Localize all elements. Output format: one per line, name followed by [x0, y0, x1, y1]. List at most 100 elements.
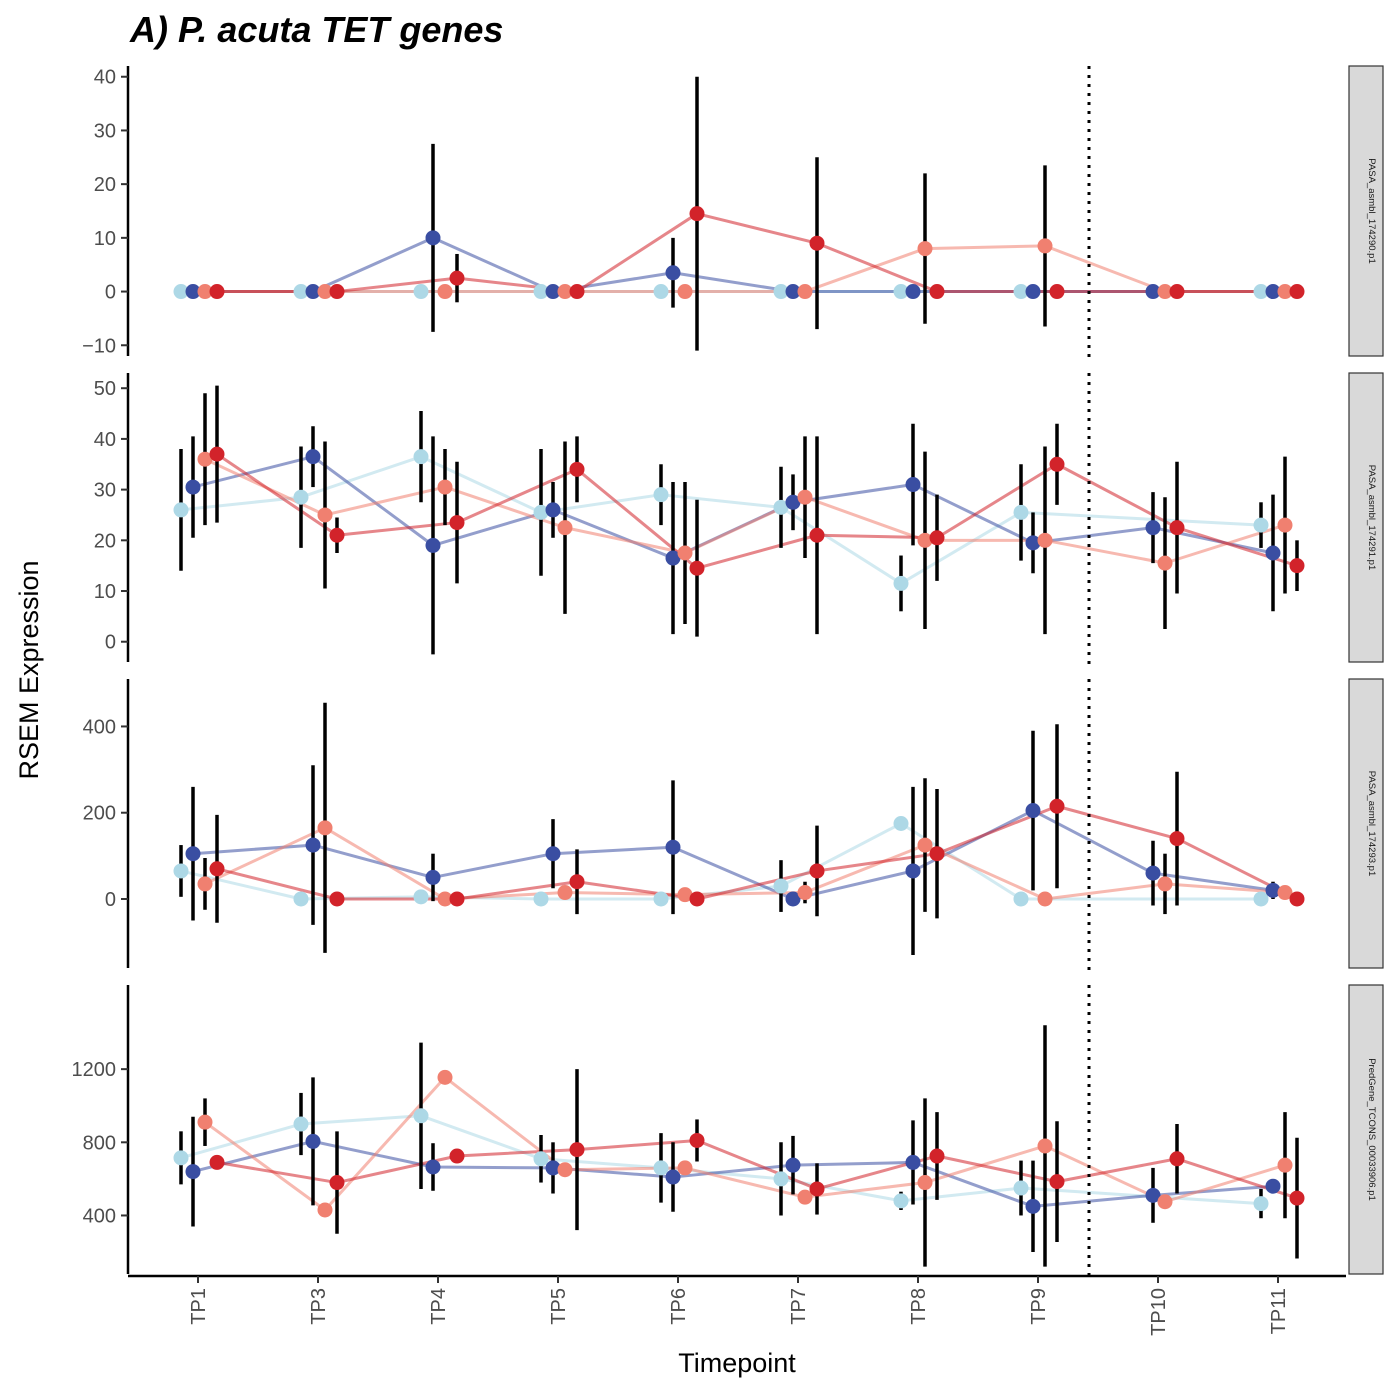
y-tick-label: 40	[94, 429, 116, 451]
data-point	[173, 863, 189, 879]
data-point	[773, 878, 789, 894]
x-tick-label: TP4	[428, 1288, 450, 1325]
data-point	[437, 284, 453, 300]
y-tick-label: 400	[83, 716, 116, 738]
data-point	[1049, 456, 1065, 472]
data-point	[413, 889, 429, 905]
data-point	[689, 891, 705, 907]
panel-3: 0 200 400 PASA_asmbl_174293.p1	[83, 678, 1384, 970]
x-tick-label: TP8	[908, 1288, 930, 1325]
y-tick-label: 0	[105, 632, 116, 654]
data-point	[185, 1164, 201, 1180]
x-axis-title: Timepoint	[678, 1348, 796, 1378]
data-point	[305, 1133, 321, 1149]
data-point	[185, 846, 201, 862]
data-point	[1289, 1190, 1305, 1206]
x-tick-label: TP7	[788, 1288, 810, 1325]
panels: −10 0 10 20 30 40 PASA_asmbl_174290.p1 0 10 20 30 4…	[72, 65, 1384, 1276]
data-point	[293, 891, 309, 907]
data-point	[197, 876, 213, 892]
facet-strip-label: PASA_asmbl_174290.p1	[1366, 158, 1377, 263]
facet-strip-label: PASA_asmbl_174293.p1	[1366, 771, 1377, 876]
series-line-2	[192, 1139, 1274, 1208]
data-point	[1157, 876, 1173, 892]
data-point	[893, 1193, 909, 1209]
series-line-3	[205, 244, 1285, 294]
data-point	[557, 885, 573, 901]
x-tick-label: TP5	[548, 1288, 570, 1325]
data-point	[677, 887, 693, 903]
data-point	[425, 537, 441, 553]
panel-1: −10 0 10 20 30 40 PASA_asmbl_174290.p1	[82, 65, 1384, 358]
data-point	[557, 284, 573, 300]
data-point	[173, 284, 189, 300]
data-point	[1265, 882, 1281, 898]
data-point	[809, 1181, 825, 1197]
data-point	[533, 1151, 549, 1167]
series-line-3	[204, 1075, 1286, 1212]
data-point	[293, 489, 309, 505]
data-point	[197, 284, 213, 300]
data-point	[185, 284, 201, 300]
data-point	[653, 284, 669, 300]
data-point	[653, 1160, 669, 1176]
data-point	[1169, 831, 1185, 847]
data-point	[557, 520, 573, 536]
y-tick-label: 0	[105, 889, 116, 911]
data-point	[1169, 1151, 1185, 1167]
data-point	[809, 863, 825, 879]
data-point	[545, 502, 561, 518]
data-point	[1025, 803, 1041, 819]
data-point	[317, 507, 333, 523]
data-point	[1025, 284, 1041, 300]
data-point	[413, 449, 429, 465]
facet-strip	[1348, 678, 1384, 969]
data-point	[1037, 1138, 1053, 1154]
series-line-3	[204, 826, 1286, 901]
data-point	[1145, 520, 1161, 536]
y-tick-label: 40	[94, 67, 116, 89]
data-point	[1253, 517, 1269, 533]
y-tick-label: 10	[94, 228, 116, 250]
series-line-4	[216, 804, 1298, 901]
data-point	[677, 1160, 693, 1176]
panel-2: 0 10 20 30 40 50 PASA_asmbl_174291.p1	[94, 372, 1384, 664]
series-line-2	[192, 809, 1274, 901]
data-point	[425, 230, 441, 246]
data-point	[797, 1189, 813, 1205]
data-point	[773, 1171, 789, 1187]
data-point	[677, 545, 693, 561]
data-point	[1037, 532, 1053, 548]
data-point	[893, 284, 909, 300]
data-point	[437, 1069, 453, 1085]
data-point	[197, 451, 213, 467]
data-point	[893, 575, 909, 591]
data-point	[209, 861, 225, 877]
data-point	[305, 449, 321, 465]
data-point	[809, 527, 825, 543]
data-point	[437, 479, 453, 495]
data-point	[689, 560, 705, 576]
x-axis: TP1 TP3 TP4 TP5 TP6 TP7 TP8 TP9 TP10 TP11	[128, 1274, 1346, 1336]
data-point	[653, 487, 669, 503]
data-point	[449, 515, 465, 531]
series-line-3	[204, 457, 1286, 565]
data-point	[413, 1108, 429, 1124]
data-point	[1157, 1194, 1173, 1210]
data-point	[1013, 284, 1029, 300]
x-tick-label: TP9	[1028, 1288, 1050, 1325]
data-point	[1157, 284, 1173, 300]
data-point	[1169, 284, 1185, 300]
x-tick-label: TP3	[308, 1288, 330, 1325]
data-point	[917, 532, 933, 548]
data-point	[785, 494, 801, 510]
data-point	[905, 1154, 921, 1170]
chart-title: A) P. acuta TET genes	[129, 9, 503, 50]
y-tick-label: 10	[94, 581, 116, 603]
data-point	[893, 816, 909, 831]
data-point	[1049, 284, 1065, 300]
y-tick-label: 30	[94, 480, 116, 502]
data-point	[929, 284, 945, 300]
data-point	[317, 1202, 333, 1218]
data-point	[329, 527, 345, 543]
